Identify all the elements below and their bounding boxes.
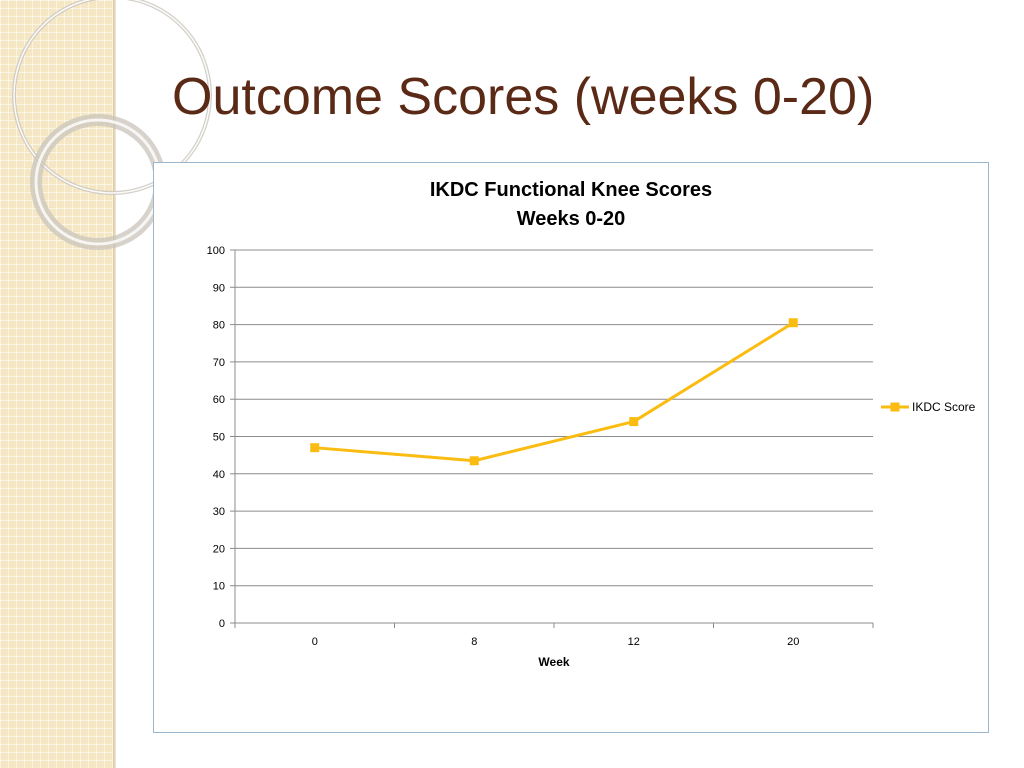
chart-frame bbox=[153, 162, 989, 733]
series-line bbox=[314, 321, 795, 463]
data-point-marker bbox=[310, 443, 320, 453]
y-tick-label: 20 bbox=[213, 543, 225, 555]
x-tick-label: 12 bbox=[628, 636, 640, 648]
y-tick-label: 70 bbox=[213, 357, 225, 369]
y-tick-label: 40 bbox=[213, 469, 225, 481]
chart-title-line-2: Weeks 0-20 bbox=[517, 208, 626, 230]
y-tick-label: 80 bbox=[213, 320, 225, 332]
data-point-marker bbox=[469, 456, 479, 466]
y-tick-label: 60 bbox=[213, 394, 225, 406]
y-tick-label: 100 bbox=[207, 245, 225, 257]
legend-marker bbox=[890, 402, 900, 412]
series bbox=[310, 318, 798, 466]
y-tick-label: 0 bbox=[219, 618, 225, 630]
chart-title-line-1: IKDC Functional Knee Scores bbox=[430, 179, 712, 201]
axes bbox=[230, 249, 874, 628]
x-axis-label: Week bbox=[538, 655, 569, 669]
y-tick-label: 10 bbox=[213, 581, 225, 593]
x-tick-label: 0 bbox=[312, 636, 318, 648]
slide-title: Outcome Scores (weeks 0-20) bbox=[172, 68, 875, 126]
y-tick-label: 50 bbox=[213, 432, 225, 444]
x-tick-label: 20 bbox=[787, 636, 799, 648]
side-strip-edge bbox=[113, 0, 116, 768]
x-tick-labels: 0 8 12 20 bbox=[312, 636, 800, 648]
data-point-marker bbox=[788, 318, 798, 328]
y-tick-labels: 0 10 20 30 40 50 60 70 80 90 100 bbox=[207, 245, 225, 630]
ikdc-line-chart: IKDC Functional Knee Scores Weeks 0-20 0… bbox=[207, 179, 976, 669]
data-point-marker bbox=[629, 417, 639, 427]
y-tick-label: 90 bbox=[213, 282, 225, 294]
legend-label: IKDC Score bbox=[912, 400, 976, 414]
y-tick-label: 30 bbox=[213, 506, 225, 518]
legend: IKDC Score bbox=[881, 400, 976, 414]
x-tick-label: 8 bbox=[471, 636, 477, 648]
gridlines bbox=[235, 249, 873, 587]
